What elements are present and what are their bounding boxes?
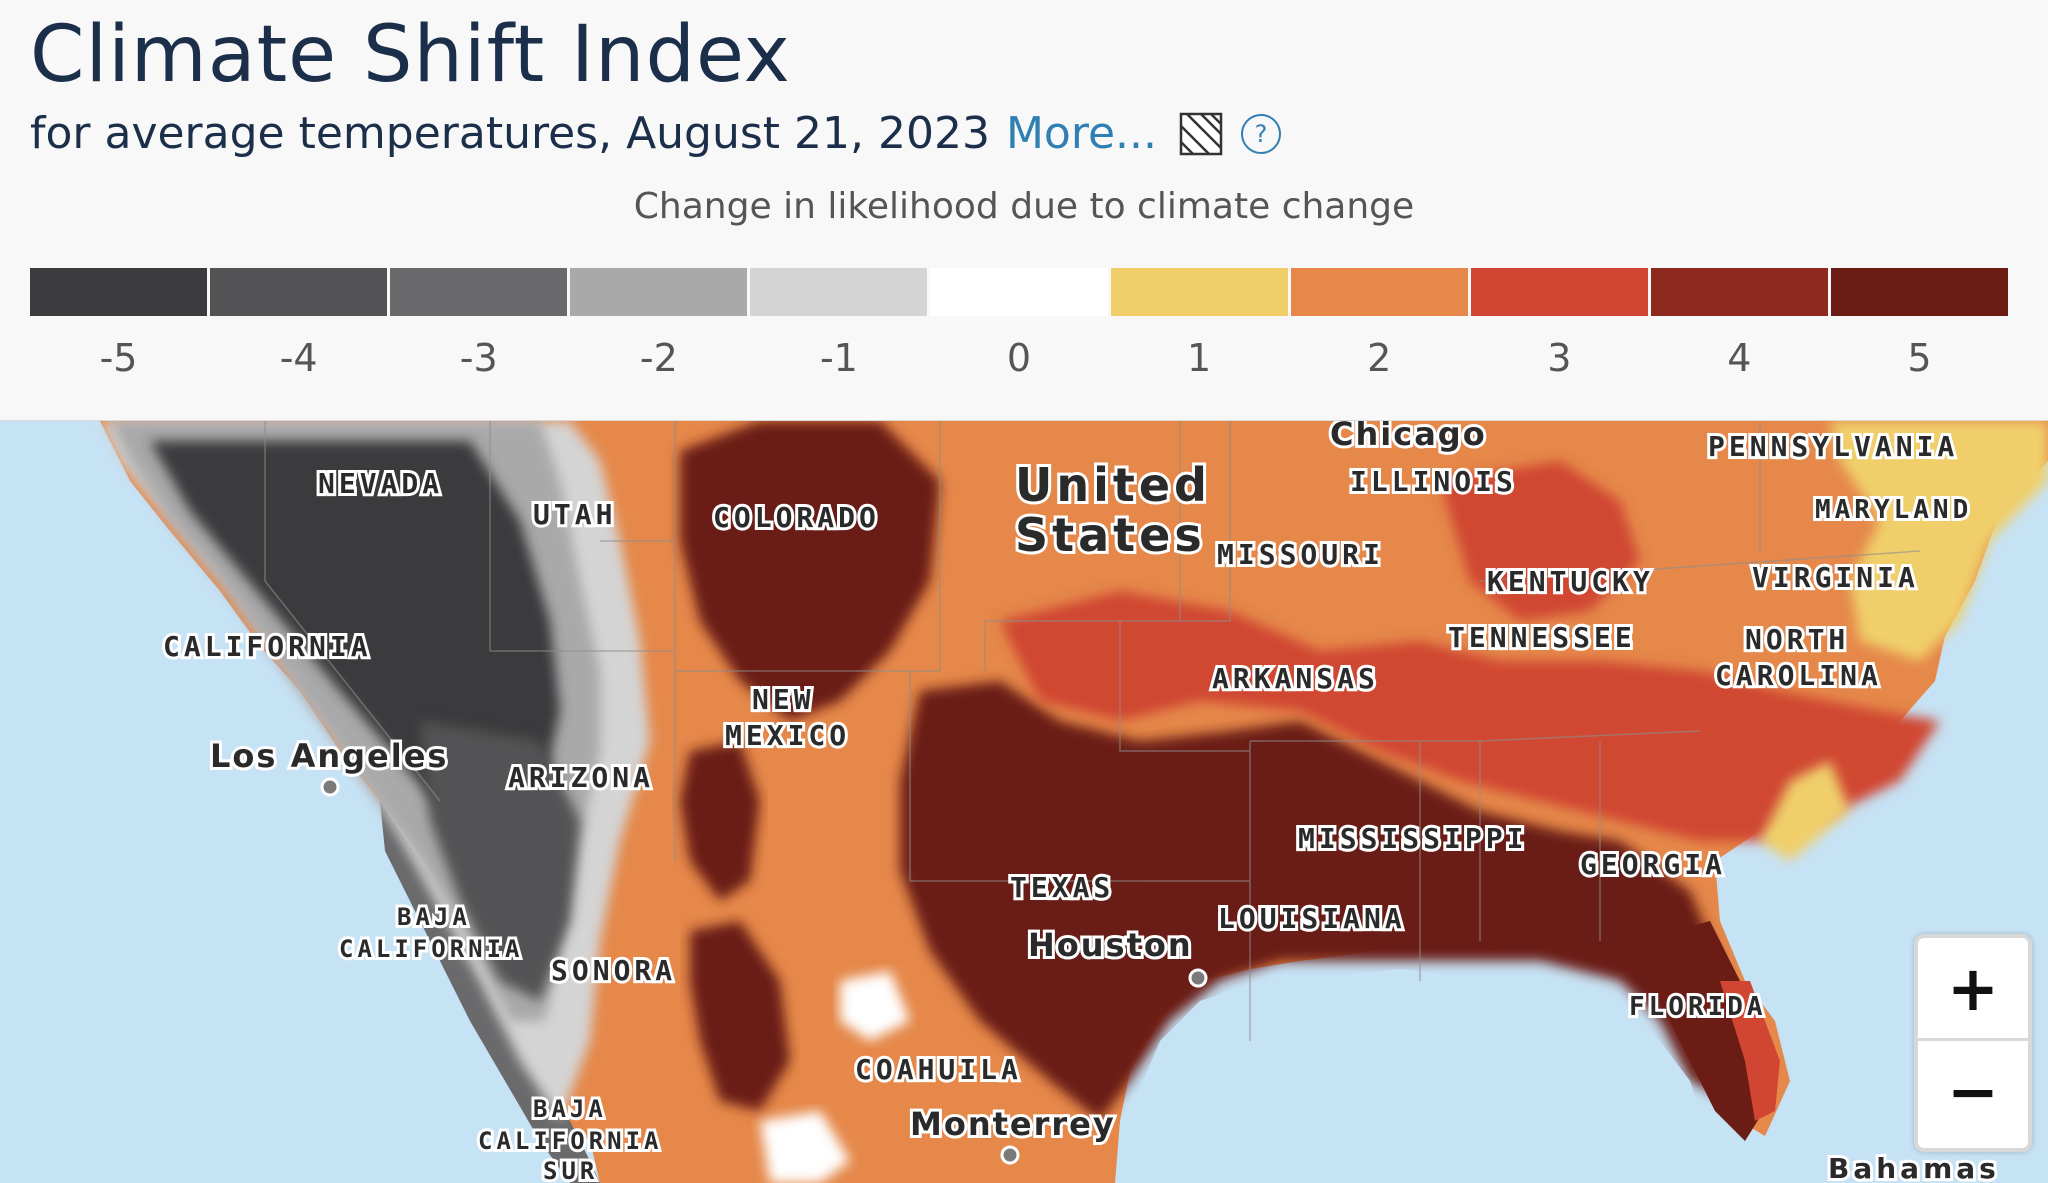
florida-peninsula: [1640, 921, 1770, 1141]
label-baja-sur-3: SUR: [543, 1157, 598, 1183]
legend-swatch: [750, 268, 928, 316]
legend-swatch: [930, 268, 1108, 316]
legend-tick: -1: [819, 336, 858, 380]
zoom-control: + −: [1914, 934, 2032, 1152]
gulf-of-mexico: [1120, 969, 1730, 1183]
sonora-hotspot: [690, 921, 790, 1111]
legend-color-bar: [30, 268, 2009, 316]
label-georgia: GEORGIA: [1580, 848, 1726, 881]
label-baja: BAJA: [397, 903, 471, 931]
label-carolina: CAROLINA: [1715, 659, 1882, 692]
legend-tick: -5: [99, 336, 138, 380]
page-title: Climate Shift Index: [30, 10, 791, 100]
legend-swatch: [1650, 268, 1828, 316]
label-utah: UTAH: [533, 498, 616, 531]
legend-swatch: [390, 268, 568, 316]
label-baja-sur-1: BAJA: [533, 1095, 607, 1123]
texas-gulf-hotspot: [900, 681, 1740, 1121]
map-canvas[interactable]: Chicago PENNSYLVANIA NEVADA UTAH COLORAD…: [0, 421, 2048, 1183]
label-colorado: COLORADO: [713, 501, 880, 534]
legend-tick: 1: [1187, 336, 1212, 380]
label-sonora: SONORA: [551, 954, 676, 987]
map-labels: Chicago PENNSYLVANIA NEVADA UTAH COLORAD…: [160, 421, 2000, 1183]
label-monterrey: Monterrey: [910, 1105, 1116, 1143]
zoom-in-button[interactable]: +: [1918, 938, 2028, 1041]
legend-swatch: [1110, 268, 1288, 316]
label-chicago: Chicago: [1330, 421, 1487, 453]
legend-tick: 4: [1727, 336, 1752, 380]
northeast-mild-region: [1830, 421, 2048, 661]
legend-tick: -4: [279, 336, 318, 380]
label-los-angeles: Los Angeles: [210, 737, 448, 775]
legend-tick: 5: [1907, 336, 1932, 380]
label-missouri: MISSOURI: [1217, 538, 1384, 571]
label-coahuila: COAHUILA: [855, 1053, 1022, 1086]
monterrey-marker[interactable]: [1000, 1145, 1020, 1165]
label-houston: Houston: [1028, 926, 1193, 964]
label-florida: FLORIDA: [1629, 992, 1767, 1022]
label-tennessee: TENNESSEE: [1448, 621, 1636, 654]
more-link[interactable]: More...: [1005, 108, 1158, 159]
legend-swatch: [1830, 268, 2009, 316]
los-angeles-marker[interactable]: [320, 777, 340, 797]
label-north: NORTH: [1745, 623, 1849, 656]
new-mexico-hotspot: [680, 741, 760, 901]
header-panel: Climate Shift Index for average temperat…: [0, 0, 2048, 422]
label-louisiana: LOUISIANA: [1218, 902, 1406, 935]
legend-caption: Change in likelihood due to climate chan…: [633, 186, 1415, 227]
label-illinois: ILLINOIS: [1350, 465, 1517, 498]
legend-swatch: [210, 268, 388, 316]
label-states: States: [1015, 508, 1206, 562]
label-california: CALIFORNIA: [163, 630, 372, 663]
legend-tick-labels: -5 -4 -3 -2 -1 0 1 2 3 4 5: [30, 336, 2008, 380]
label-maryland: MARYLAND: [1815, 495, 1972, 525]
florida-warm-edge: [1720, 981, 1780, 1121]
label-bahamas: Bahamas: [1828, 1152, 2000, 1183]
legend-swatch: [1470, 268, 1648, 316]
legend-tick: -3: [459, 336, 498, 380]
subtitle-text: for average temperatures, August 21, 202…: [30, 108, 990, 159]
label-mexico: MEXICO: [725, 719, 850, 752]
houston-marker[interactable]: [1188, 968, 1208, 988]
south-warm-region: [1000, 591, 1940, 841]
state-borders: [264, 421, 1921, 1041]
label-kentucky: KENTUCKY: [1487, 565, 1654, 598]
label-texas: TEXAS: [1010, 871, 1114, 904]
legend-swatch: [570, 268, 748, 316]
legend-tick: 3: [1547, 336, 1572, 380]
mexico-neutral-patch-2: [760, 1111, 850, 1183]
label-california-mx: CALIFORNIA: [339, 935, 524, 963]
zoom-out-button[interactable]: −: [1947, 1054, 1999, 1128]
label-arkansas: ARKANSAS: [1212, 662, 1379, 695]
mexico-neutral-patch: [840, 971, 910, 1041]
label-new: NEW: [752, 683, 815, 716]
legend-tick: 0: [1006, 336, 1032, 380]
atlantic-coast-mild: [1760, 761, 1850, 861]
label-virginia: VIRGINIA: [1752, 561, 1919, 594]
label-united: United: [1015, 458, 1211, 512]
label-arizona: ARIZONA: [508, 761, 654, 794]
legend-tick: -2: [639, 336, 678, 380]
legend-swatch: [30, 268, 208, 316]
subtitle-row: for average temperatures, August 21, 202…: [30, 108, 1282, 159]
colorado-hotspot: [680, 421, 940, 721]
label-baja-sur-2: CALIFORNIA: [478, 1127, 663, 1155]
label-nevada: NEVADA: [318, 467, 443, 500]
label-mississippi: MISSISSIPPI: [1298, 822, 1527, 855]
label-pennsylvania: PENNSYLVANIA: [1708, 430, 1958, 463]
west-cold-region: [420, 721, 580, 1001]
hatch-pattern-icon[interactable]: [1179, 112, 1223, 156]
question-circle-icon[interactable]: ?: [1241, 113, 1282, 154]
legend-tick: 2: [1367, 336, 1392, 380]
legend-swatch: [1290, 268, 1468, 316]
